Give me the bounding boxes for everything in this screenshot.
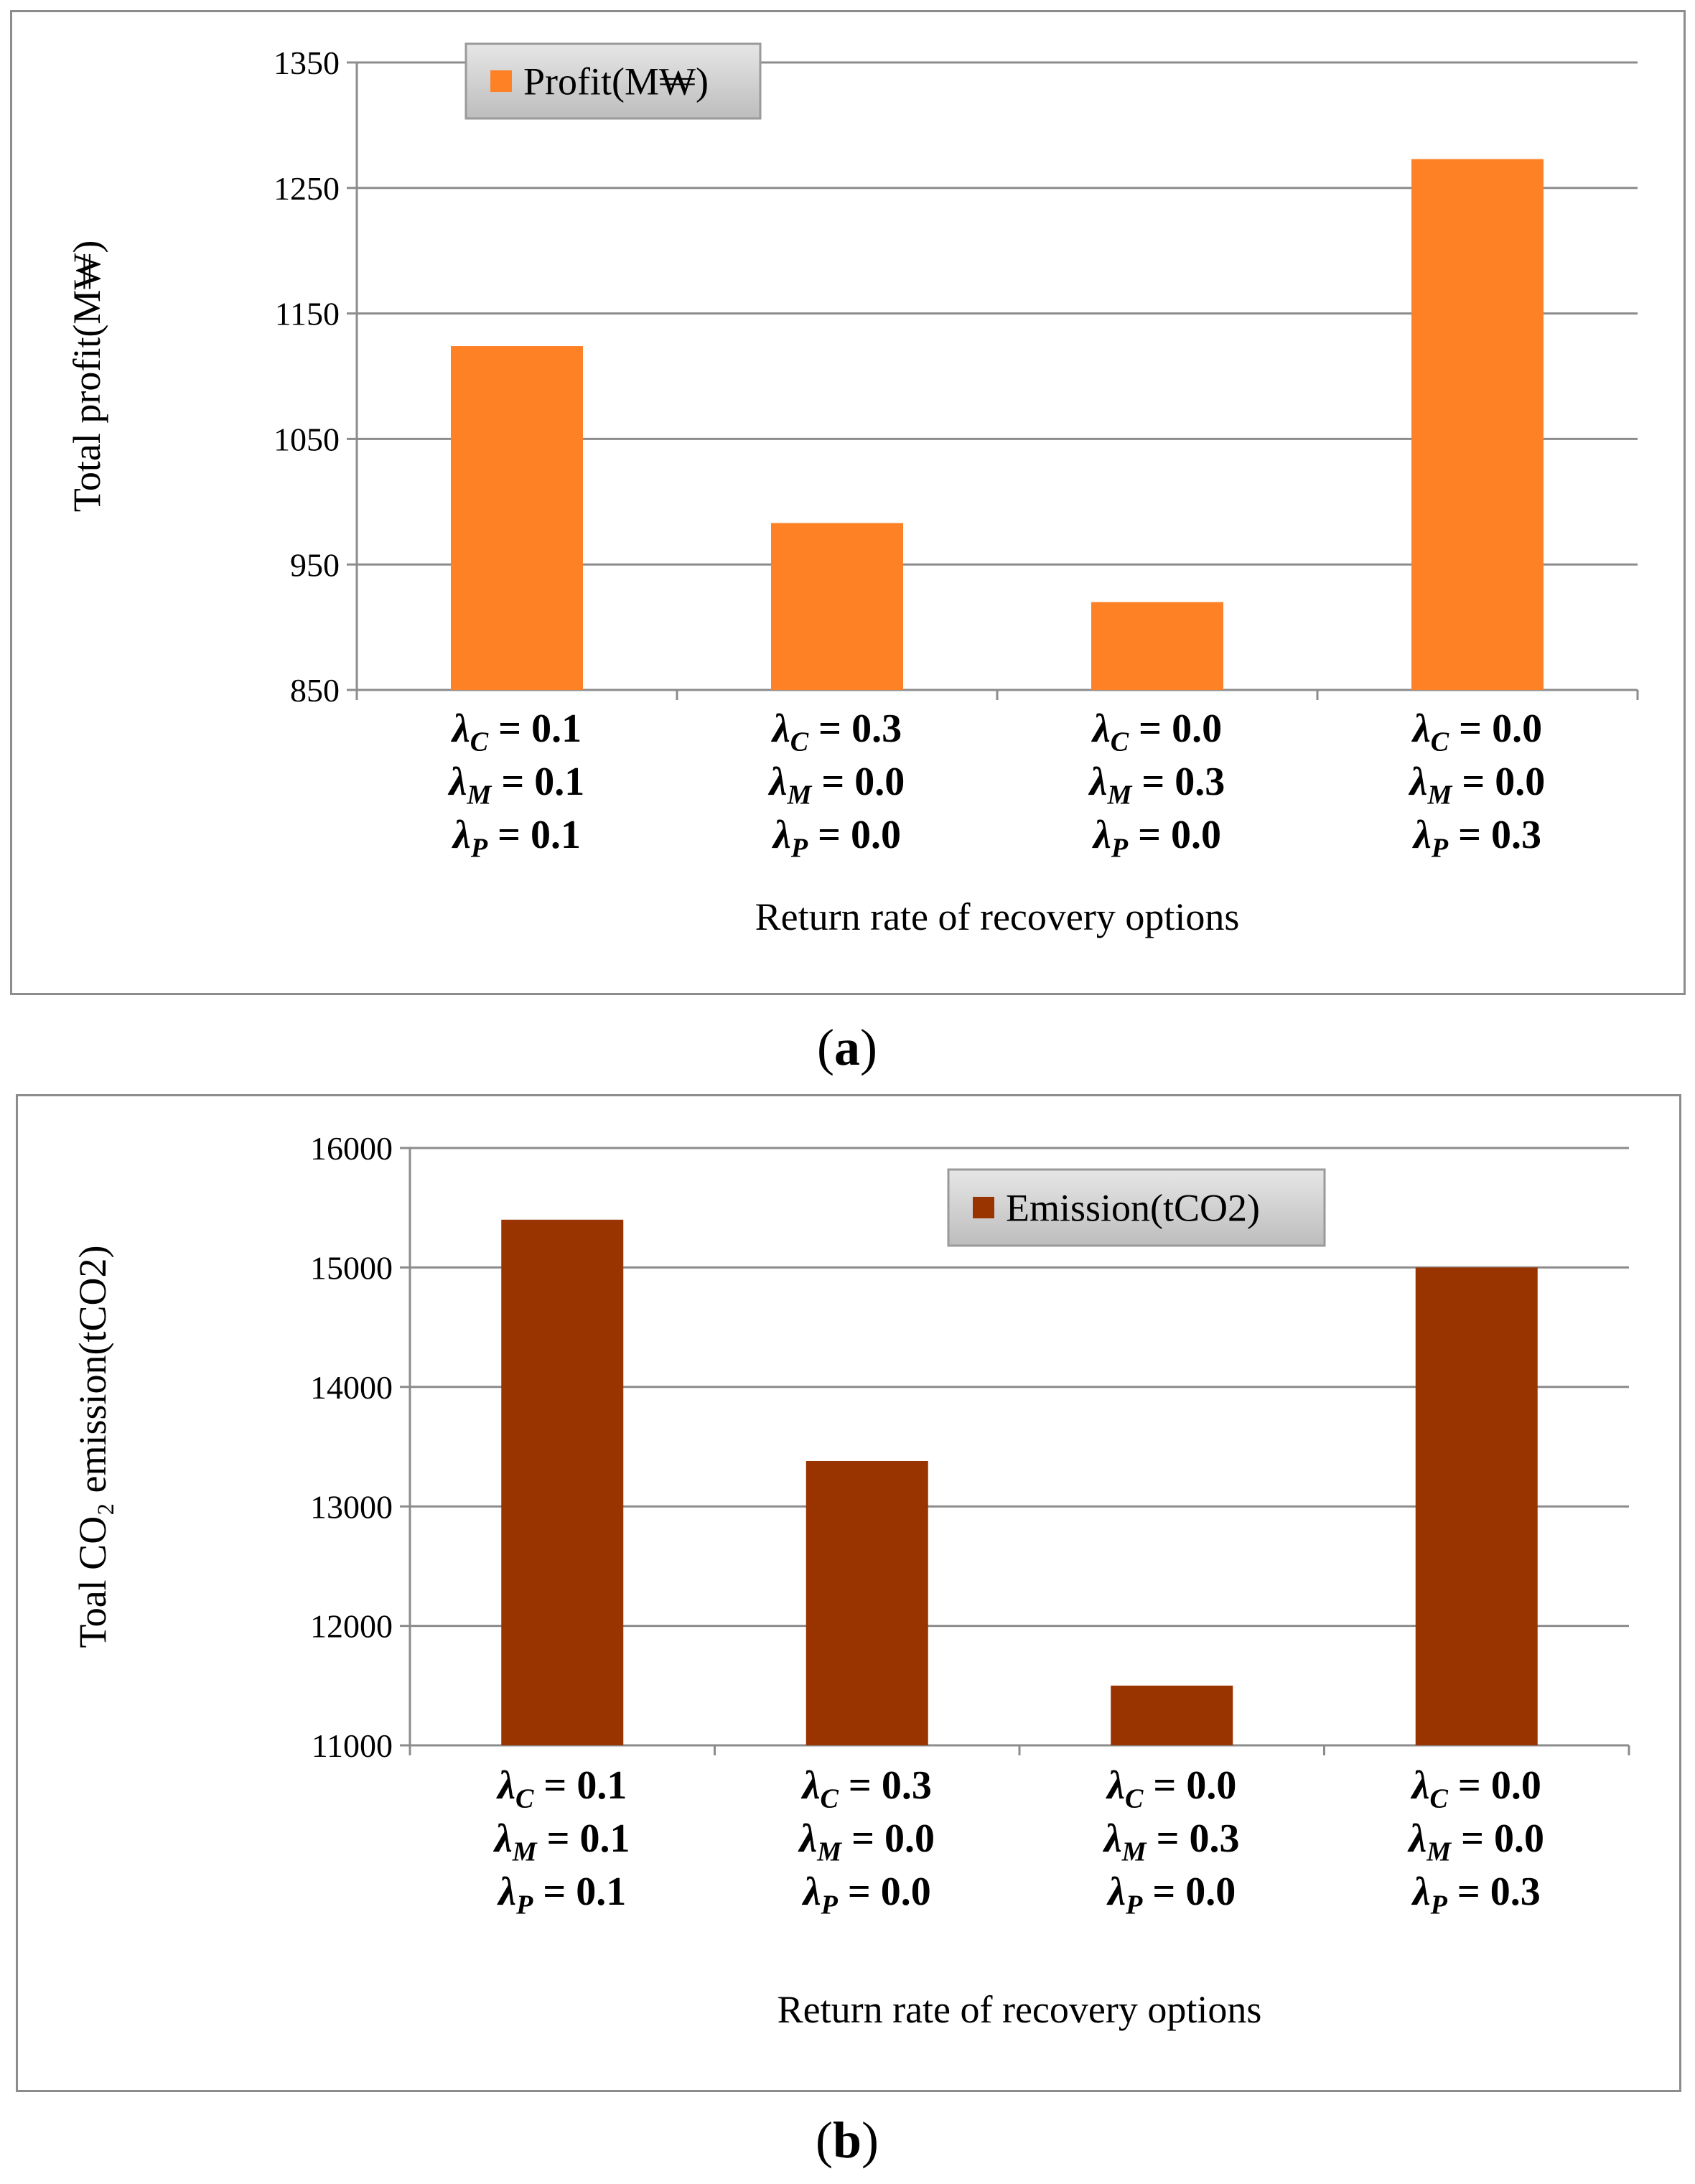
chart-b-x-axis-label: Return rate of recovery options (778, 1988, 1262, 2031)
chart-a-category-label: λC = 0.1 (451, 706, 582, 757)
chart-b-category-label: λC = 0.3 (801, 1763, 932, 1814)
caption-a: (a) (775, 1018, 919, 1078)
chart-b-category-label: λP = 0.0 (1106, 1870, 1236, 1920)
chart-a-y-axis-label: Total profit(M₩) (65, 241, 108, 513)
chart-a-y-tick-label: 1250 (274, 170, 340, 207)
chart-a-bar-3 (1091, 602, 1223, 690)
chart-a-category-label: λP = 0.0 (772, 813, 901, 863)
chart-b-category-label: λC = 0.0 (1106, 1763, 1236, 1814)
chart-b-frame: 11000 12000 13000 14000 15000 16000 λC = 0.1 λM… (16, 1094, 1681, 2092)
chart-b-y-axis-label: Toal CO₂ emission(tCO2) (71, 1245, 114, 1648)
chart-b-category-label: λC = 0.1 (496, 1763, 627, 1814)
chart-b-category-label: λM = 0.3 (1103, 1816, 1240, 1867)
chart-a-category-label: λC = 0.0 (1091, 706, 1222, 757)
chart-a-category-label: λP = 0.1 (452, 813, 581, 863)
chart-b-y-tick-label: 11000 (312, 1727, 393, 1764)
chart-b-category-label: λC = 0.0 (1411, 1763, 1541, 1814)
chart-b-category-label: λM = 0.1 (493, 1816, 630, 1867)
chart-a-legend-box (464, 42, 762, 120)
chart-b-legend-box (947, 1168, 1326, 1247)
chart-b-bar-4 (1415, 1267, 1538, 1745)
caption-a-letter: a (834, 1019, 860, 1076)
caption-b-close: ) (861, 2111, 879, 2169)
chart-b-category-label: λP = 0.3 (1411, 1870, 1541, 1920)
chart-b-bar-2 (806, 1460, 928, 1745)
chart-b-category-label: λP = 0.1 (497, 1870, 626, 1920)
chart-b-bar-3 (1111, 1685, 1233, 1745)
chart-b-y-tick-label: 15000 (310, 1250, 393, 1287)
chart-b-y-tick-label: 14000 (310, 1369, 393, 1406)
chart-b-legend-swatch (973, 1197, 994, 1218)
chart-a-category-label: λC = 0.0 (1411, 706, 1542, 757)
chart-a-category-label: λP = 0.0 (1092, 813, 1221, 863)
caption-b-letter: b (832, 2111, 862, 2169)
chart-a-category-label: λM = 0.3 (1088, 760, 1225, 810)
chart-a-bar-1 (451, 346, 583, 690)
chart-b-category-label: λM = 0.0 (1407, 1816, 1544, 1867)
chart-a-y-tick-label: 850 (290, 672, 340, 709)
chart-b-category-label: λM = 0.0 (798, 1816, 935, 1867)
chart-a-y-tick-label: 1050 (274, 421, 340, 458)
chart-a-category-label: λM = 0.0 (1409, 760, 1546, 810)
caption-b: (b) (775, 2111, 919, 2170)
chart-a-y-tick-label: 1150 (275, 296, 340, 332)
caption-a-open: ( (817, 1019, 834, 1076)
chart-a-x-axis-label: Return rate of recovery options (755, 895, 1240, 938)
caption-b-open: ( (815, 2111, 833, 2169)
chart-b-y-tick-label: 13000 (310, 1488, 393, 1525)
chart-b-bar-1 (501, 1219, 624, 1745)
caption-a-close: ) (860, 1019, 877, 1076)
chart-a-bar-2 (771, 523, 903, 690)
chart-a-y-tick-label: 1350 (274, 45, 340, 81)
chart-b-y-tick-label: 12000 (310, 1608, 393, 1645)
chart-b-legend-label: Emission(tCO2) (1006, 1186, 1260, 1229)
chart-a-category-label: λC = 0.3 (771, 706, 902, 757)
chart-a-legend-swatch (490, 70, 512, 92)
chart-b-category-label: λP = 0.0 (802, 1870, 931, 1920)
chart-a-bar-4 (1411, 159, 1544, 690)
chart-a-y-tick-label: 950 (290, 546, 340, 583)
chart-b-y-tick-label: 16000 (310, 1130, 393, 1167)
chart-a-frame: 850 950 1050 1150 1250 1350 λC = 0.1 λM = 0.1 λP… (10, 10, 1686, 995)
chart-a-category-label: λM = 0.1 (448, 760, 585, 810)
chart-a-legend-label: Profit(M₩) (523, 60, 709, 103)
chart-a-category-label: λM = 0.0 (768, 760, 905, 810)
chart-a-category-label: λP = 0.3 (1412, 813, 1541, 863)
